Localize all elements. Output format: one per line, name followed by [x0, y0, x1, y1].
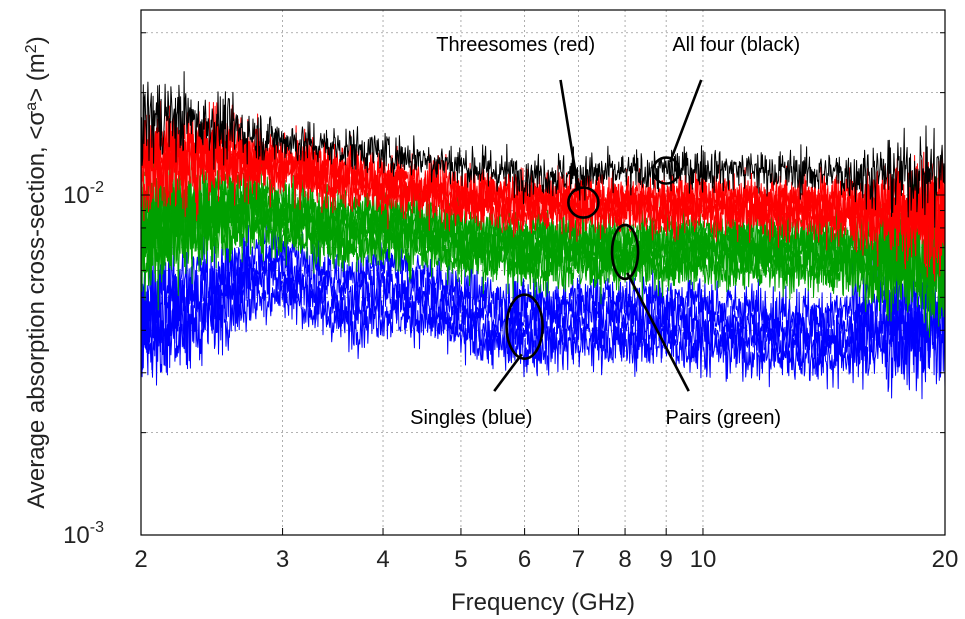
x-axis-label: Frequency (GHz)	[451, 589, 635, 616]
annotation-ellipse	[610, 223, 640, 281]
annotation-label: Singles (blue)	[410, 407, 532, 429]
x-tick-label: 3	[276, 546, 289, 573]
annotation-ellipse	[567, 186, 600, 219]
plot-frame	[140, 9, 946, 536]
y-tick-label: 10-2	[63, 179, 104, 209]
annotations: Threesomes (red) All four (black) Singles …	[410, 34, 800, 429]
annotation-line	[668, 79, 703, 163]
annotation-label: Pairs (green)	[666, 407, 782, 429]
y-axis-label-after: > (m	[23, 53, 50, 102]
series-trace	[140, 102, 946, 270]
y-axis-label-end: )	[23, 36, 50, 44]
data-series	[140, 71, 946, 400]
axis-ticks: 2 3 4 5 6 7 8 9 10 20 10-3 10-2	[63, 32, 959, 573]
y-axis-label: Average absorption cross-section, <σa> (…	[23, 36, 51, 508]
annotation: Singles (blue)	[410, 293, 544, 429]
x-tick-label: 5	[454, 546, 467, 573]
y-axis-label-sup: a	[23, 102, 40, 111]
series-trace	[140, 71, 946, 228]
annotation: Threesomes (red)	[436, 34, 600, 219]
annotation-label: Threesomes (red)	[436, 34, 595, 56]
annotation-line	[626, 272, 690, 392]
x-tick-label: 9	[660, 546, 673, 573]
series-trace	[140, 169, 946, 319]
annotation-ellipse	[651, 156, 681, 185]
x-tick-label: 4	[376, 546, 389, 573]
x-tick-label: 2	[134, 546, 147, 573]
x-tick-label: 20	[932, 546, 959, 573]
annotation-line	[493, 353, 523, 392]
series-all	[140, 71, 946, 228]
x-tick-label: 7	[572, 546, 585, 573]
annotation-line	[559, 79, 580, 191]
x-tick-label: 10	[690, 546, 717, 573]
annotation: All four (black)	[651, 34, 800, 185]
annotation-ellipse	[505, 293, 544, 360]
annotation: Pairs (green)	[610, 223, 782, 429]
series-trace	[140, 168, 946, 338]
y-axis-label-main: Average absorption cross-section, <σ	[23, 111, 50, 509]
annotation-label: All four (black)	[672, 34, 800, 56]
y-axis-label-sup2: 2	[23, 44, 40, 53]
series-trace	[140, 271, 946, 400]
y-tick-label: 10-3	[63, 519, 104, 549]
x-tick-label: 6	[518, 546, 531, 573]
x-tick-label: 8	[618, 546, 631, 573]
